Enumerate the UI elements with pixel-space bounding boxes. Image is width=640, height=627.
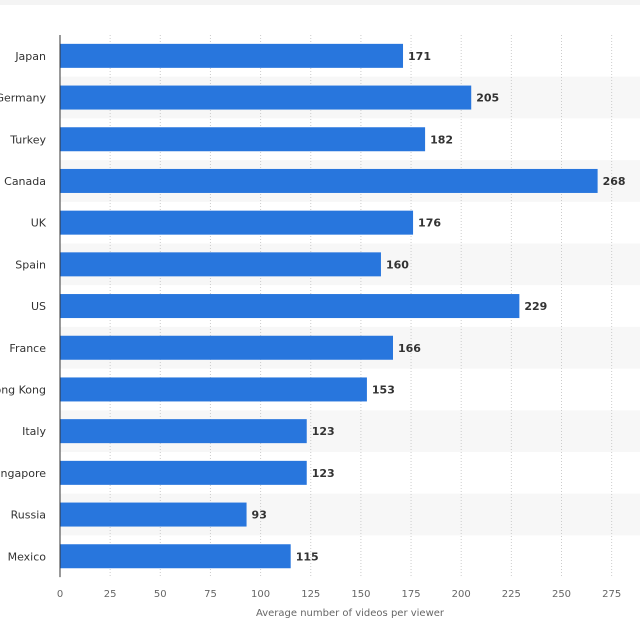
value-label: 205 (476, 92, 499, 105)
x-tick-label: 250 (552, 589, 571, 600)
category-label: Japan (14, 50, 46, 63)
category-label: Singapore (0, 467, 46, 480)
bar (60, 419, 307, 444)
x-tick-labels: 0 25 50 75 100 125 150 175 200 225 250 275 (57, 589, 621, 600)
value-label: 229 (524, 300, 547, 313)
x-tick-label: 125 (301, 589, 320, 600)
bars (60, 43, 598, 569)
bar (60, 294, 520, 319)
category-label: Hong Kong (0, 383, 46, 396)
x-axis-title: Average number of videos per viewer (256, 608, 445, 619)
category-label: Spain (15, 258, 46, 271)
bar (60, 252, 381, 277)
value-label: 123 (312, 467, 335, 480)
x-tick-label: 200 (452, 589, 471, 600)
bar (60, 460, 307, 485)
value-label: 93 (252, 509, 267, 522)
value-labels: 171 205 182 268 176 160 229 166 153 123 123 93 115 (252, 50, 626, 563)
category-label: Canada (4, 175, 46, 188)
bar (60, 85, 472, 110)
bar (60, 168, 598, 193)
gridlines (109, 35, 613, 578)
value-label: 176 (418, 217, 441, 230)
x-tick-label: 225 (502, 589, 521, 600)
category-label: Germany (0, 92, 46, 105)
x-tick-label: 275 (602, 589, 621, 600)
value-label: 123 (312, 425, 335, 438)
bar (60, 127, 426, 152)
bar (60, 335, 393, 360)
category-label: Italy (22, 425, 46, 438)
x-tick-label: 25 (104, 589, 117, 600)
category-label: UK (31, 217, 47, 230)
value-label: 115 (296, 550, 319, 563)
bar (60, 43, 404, 68)
category-label: France (9, 342, 46, 355)
value-label: 171 (408, 50, 431, 63)
bar (60, 502, 247, 527)
bar (60, 210, 414, 235)
x-tick-label: 175 (402, 589, 421, 600)
category-label: Turkey (9, 133, 46, 146)
value-label: 153 (372, 383, 395, 396)
bar (60, 377, 367, 402)
top-strip (0, 0, 640, 5)
category-label: US (31, 300, 46, 313)
x-tick-label: 150 (351, 589, 370, 600)
x-tick-label: 0 (57, 589, 63, 600)
value-label: 182 (430, 133, 453, 146)
value-label: 166 (398, 342, 421, 355)
x-tick-label: 100 (251, 589, 270, 600)
bar (60, 544, 291, 569)
x-tick-label: 75 (204, 589, 217, 600)
category-labels: Japan Germany Turkey Canada UK Spain US France H… (0, 50, 47, 563)
category-label: Mexico (8, 550, 47, 563)
value-label: 160 (386, 258, 409, 271)
value-label: 268 (603, 175, 626, 188)
category-label: Russia (11, 509, 46, 522)
x-tick-label: 50 (154, 589, 167, 600)
